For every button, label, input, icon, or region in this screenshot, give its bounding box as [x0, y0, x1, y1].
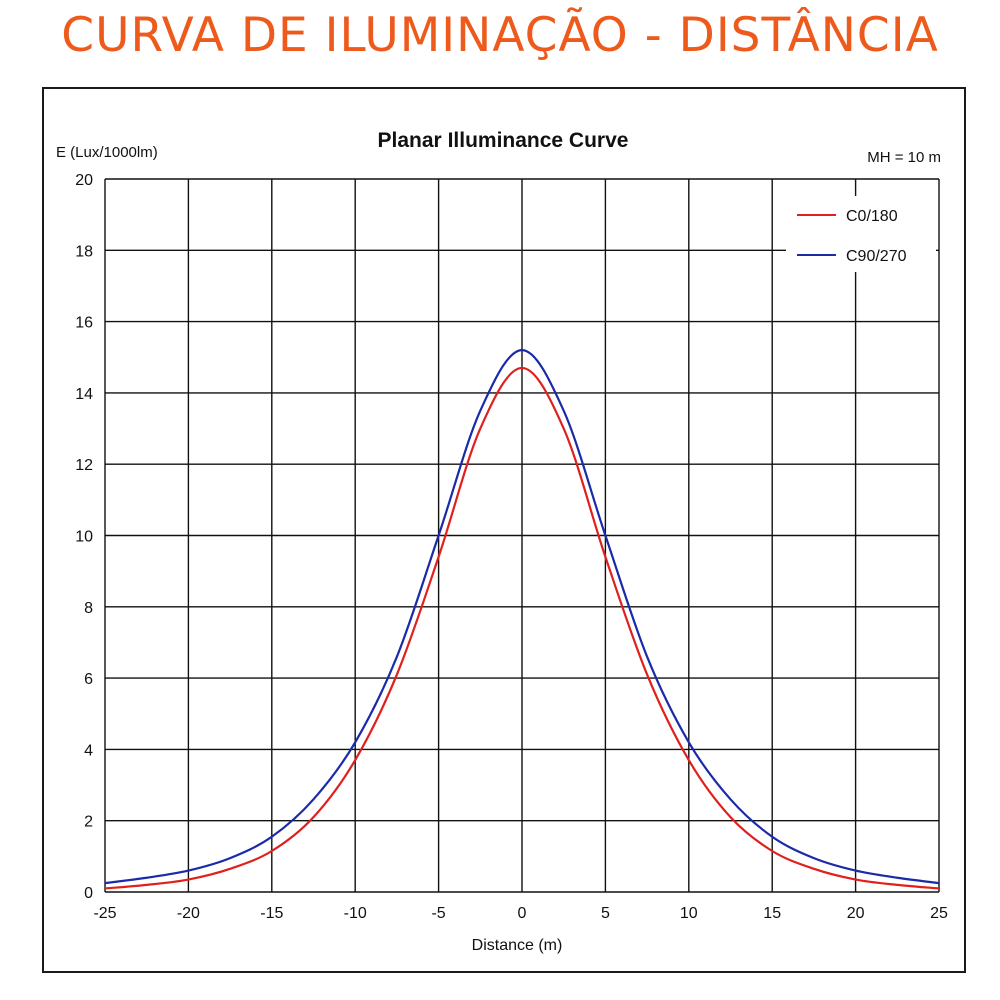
x-tick-label-2: -15	[260, 905, 283, 922]
x-tick-label-10: 25	[930, 905, 948, 922]
y-axis-label: E (Lux/1000lm)	[56, 144, 158, 161]
x-tick-label-1: -20	[177, 905, 200, 922]
x-tick-label-0: -25	[93, 905, 116, 922]
series-lines	[104, 349, 940, 890]
legend: C0/180 C90/270	[786, 196, 936, 272]
y-tick-label-9: 18	[75, 243, 93, 260]
y-tick-label-5: 10	[75, 529, 93, 546]
x-tick-label-8: 15	[763, 905, 781, 922]
y-tick-label-6: 12	[75, 457, 93, 474]
y-tick-label-7: 14	[75, 386, 93, 403]
legend-label-0: C0/180	[846, 208, 898, 225]
x-tick-label-5: 0	[518, 905, 527, 922]
y-tick-label-2: 4	[84, 742, 93, 759]
tick-labels: -25 -20 -15 -10 -5 0 5 10 15 20 25 0 2 4 6 8 10 12 14 16 18 2…	[75, 172, 948, 922]
banner-title: CURVA DE ILUMINAÇÃO - DISTÂNCIA	[61, 8, 939, 63]
y-tick-label-1: 2	[84, 814, 93, 831]
grid	[104, 178, 940, 893]
series-line-c0-180	[104, 366, 940, 890]
x-tick-label-4: -5	[431, 905, 445, 922]
y-tick-label-4: 8	[84, 600, 93, 617]
mh-annotation: MH = 10 m	[867, 149, 941, 166]
legend-label-1: C90/270	[846, 248, 907, 265]
x-tick-label-7: 10	[680, 905, 698, 922]
series-line-c90-270	[104, 349, 940, 885]
chart-title: Planar Illuminance Curve	[378, 129, 629, 152]
y-tick-label-3: 6	[84, 671, 93, 688]
x-tick-label-6: 5	[601, 905, 610, 922]
y-tick-label-0: 0	[84, 885, 93, 902]
x-tick-label-9: 20	[847, 905, 865, 922]
x-axis-label: Distance (m)	[472, 937, 563, 954]
y-tick-label-8: 16	[75, 315, 93, 332]
y-tick-label-10: 20	[75, 172, 93, 189]
x-tick-label-3: -10	[344, 905, 367, 922]
